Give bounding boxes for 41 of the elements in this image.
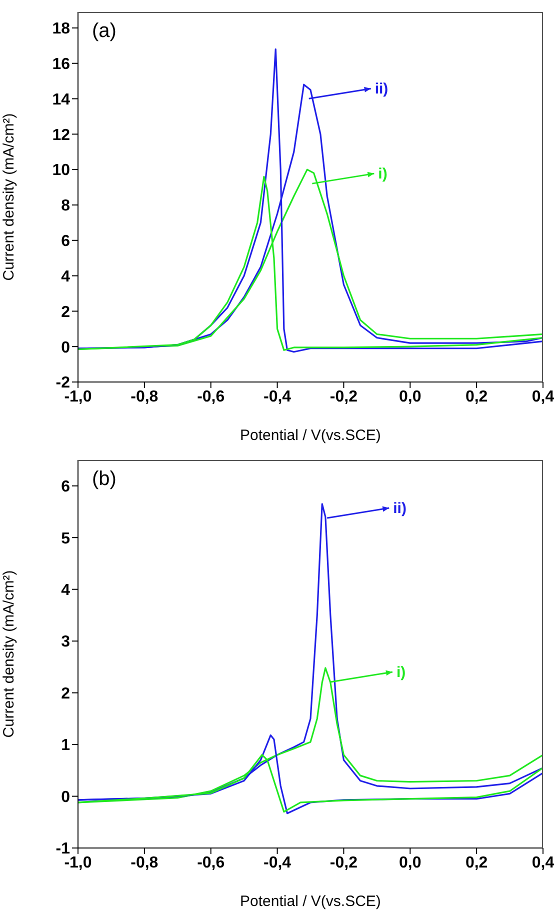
- y-tick-label: 0: [61, 788, 70, 806]
- x-tick-label: 0,4: [532, 854, 554, 872]
- y-tick-label: 5: [61, 530, 70, 548]
- x-axis-title: Potential / V(vs.SCE): [240, 427, 381, 444]
- x-tick-label: -0,8: [130, 854, 158, 872]
- x-tick-label: -0,2: [330, 854, 358, 872]
- legend-label: i): [396, 664, 406, 681]
- x-tick-label: -0,4: [263, 854, 292, 872]
- legend-label: i): [378, 166, 388, 183]
- y-tick-label: 10: [52, 162, 70, 180]
- y-tick-label: 16: [52, 56, 70, 74]
- x-tick-label: -0,6: [197, 388, 225, 406]
- x-tick-label: 0,2: [465, 388, 488, 406]
- y-tick-label: 8: [61, 198, 70, 215]
- y-tick-label: 2: [61, 685, 70, 702]
- x-tick-label: 0,0: [399, 388, 422, 406]
- y-axis-title: Current density (mA/cm²): [0, 570, 18, 738]
- x-tick-label: 0,4: [532, 388, 554, 406]
- x-tick-label: -0,8: [130, 388, 158, 406]
- y-tick-label: 1: [61, 737, 70, 754]
- y-tick-label: 0: [61, 339, 70, 356]
- y-tick-label: 6: [61, 233, 70, 250]
- x-tick-label: -0,2: [330, 388, 358, 406]
- x-tick-label: -0,6: [197, 854, 225, 872]
- y-tick-label: 12: [52, 126, 70, 144]
- y-tick-label: 14: [52, 91, 70, 108]
- x-tick-label: 0,0: [399, 854, 422, 872]
- chart-title: (b): [92, 468, 116, 491]
- y-tick-label: 4: [61, 268, 70, 286]
- x-axis-title: Potential / V(vs.SCE): [240, 893, 381, 910]
- legend-label: ii): [374, 80, 388, 98]
- y-tick-label: 6: [61, 478, 70, 496]
- y-axis-title: Current density (mA/cm²): [0, 113, 18, 281]
- y-tick-label: 4: [61, 582, 70, 600]
- y-tick-label: 3: [61, 634, 70, 651]
- x-tick-label: 0,2: [465, 854, 488, 872]
- legend-label: ii): [393, 500, 406, 517]
- y-tick-label: 18: [52, 20, 70, 38]
- chart-title: (a): [92, 20, 116, 43]
- y-tick-label: 2: [61, 304, 70, 321]
- x-tick-label: -0,4: [263, 388, 292, 406]
